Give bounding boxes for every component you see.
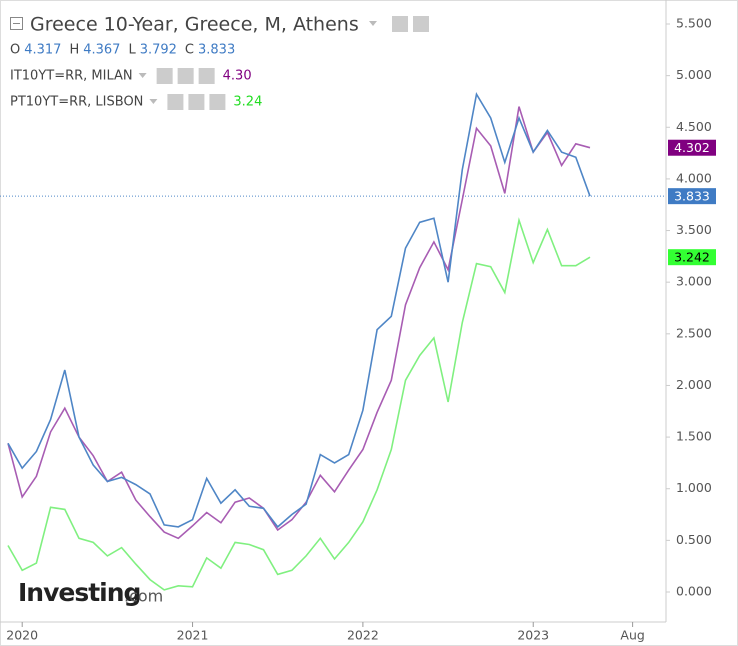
x-tick-label: 2020 (6, 628, 38, 643)
y-tick-label: 2.500 (676, 325, 712, 340)
series-line (7, 106, 591, 540)
ohlc-row: O 4.317 H 4.367 L 3.792 C 3.833 (10, 43, 235, 58)
gear-icon[interactable] (413, 16, 429, 32)
price-tag-label: 3.242 (674, 250, 710, 265)
price-tag-label: 3.833 (674, 189, 710, 204)
dropdown-arrow[interactable] (138, 73, 147, 78)
watermark-brand: Investing (18, 578, 140, 607)
price-tag (668, 249, 716, 266)
price-tag-label: 4.302 (674, 140, 710, 155)
y-tick-label: 3.500 (676, 222, 712, 237)
eye-icon[interactable] (156, 68, 173, 84)
close-icon[interactable] (198, 68, 215, 84)
ohlc-value: 4.317 (24, 43, 61, 58)
y-tick-label: 3.000 (676, 274, 712, 289)
gear-icon[interactable] (177, 68, 194, 84)
y-tick-label: 5.500 (676, 16, 712, 31)
legend: IT10YT=RR, MILAN 4.30 PT10YT=RR, LISBON 3.2… (10, 68, 262, 110)
ohlc-name: O (10, 43, 20, 58)
y-tick-label: 0.000 (676, 584, 712, 599)
ohlc-value: 3.792 (140, 43, 177, 58)
y-tick-label: 0.500 (676, 532, 712, 547)
series-line (7, 217, 591, 591)
ohlc-name: H (69, 43, 79, 58)
y-tick-label: 4.000 (676, 170, 712, 185)
y-tick-label: 4.500 (676, 119, 712, 134)
x-tick-label: 2023 (517, 628, 549, 643)
chart-title: Greece 10-Year, Greece, M, Athens (30, 14, 359, 36)
y-tick-label: 1.000 (676, 480, 712, 495)
watermark-suffix: .com (124, 587, 163, 606)
legend-value: 4.30 (223, 69, 252, 84)
dropdown-arrow[interactable] (149, 99, 158, 104)
y-tick-label: 5.000 (676, 67, 712, 82)
eye-icon[interactable] (167, 94, 184, 110)
ohlc-name: L (128, 43, 136, 58)
gear-icon[interactable] (188, 94, 205, 110)
legend-value: 3.24 (233, 95, 262, 110)
legend-label: PT10YT=RR, LISBON (10, 95, 143, 110)
ohlc-name: C (185, 43, 194, 58)
legend-label: IT10YT=RR, MILAN (10, 69, 133, 84)
series-line (7, 91, 591, 529)
ohlc-value: 3.833 (198, 43, 235, 58)
y-tick-label: 2.000 (676, 377, 712, 392)
close-icon[interactable] (209, 94, 226, 110)
ohlc-value: 4.367 (83, 43, 120, 58)
price-tag (668, 139, 716, 156)
y-tick-label: 1.500 (676, 429, 712, 444)
x-tick-label: 2022 (347, 628, 379, 643)
x-tick-label: Aug (620, 628, 644, 643)
x-tick-label: 2021 (177, 628, 209, 643)
dropdown-arrow[interactable] (369, 21, 377, 26)
price-tag (668, 188, 716, 205)
eye-icon[interactable] (392, 16, 408, 32)
